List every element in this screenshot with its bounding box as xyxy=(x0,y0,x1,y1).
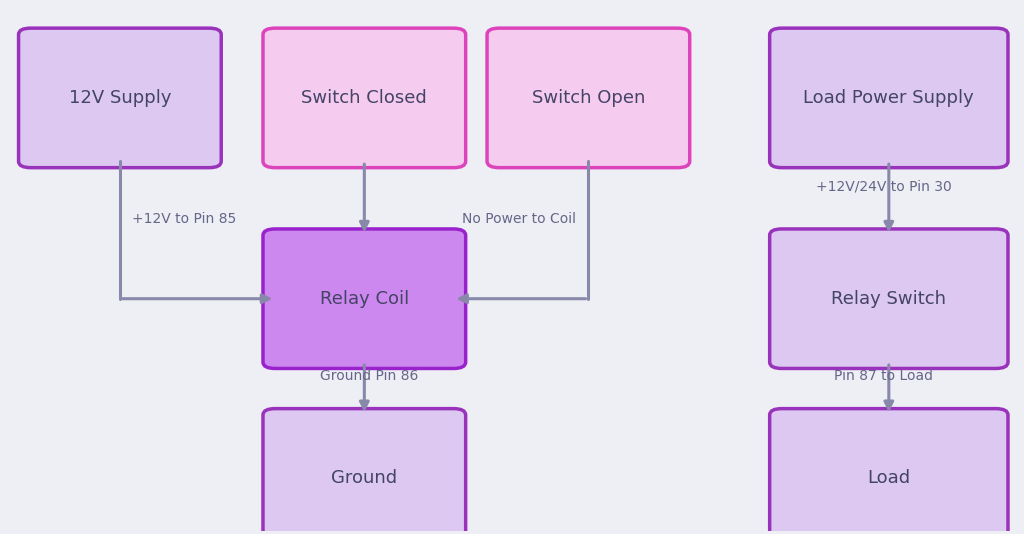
Text: +12V to Pin 85: +12V to Pin 85 xyxy=(132,213,237,226)
FancyBboxPatch shape xyxy=(263,229,466,368)
FancyBboxPatch shape xyxy=(770,28,1008,168)
Text: No Power to Coil: No Power to Coil xyxy=(462,213,577,226)
Text: Relay Coil: Relay Coil xyxy=(319,290,409,308)
Text: Relay Switch: Relay Switch xyxy=(831,290,946,308)
FancyBboxPatch shape xyxy=(18,28,221,168)
Text: Pin 87 to Load: Pin 87 to Load xyxy=(835,369,933,383)
Text: Load: Load xyxy=(867,469,910,488)
FancyBboxPatch shape xyxy=(770,229,1008,368)
Text: Load Power Supply: Load Power Supply xyxy=(804,89,974,107)
Text: Ground: Ground xyxy=(331,469,397,488)
FancyBboxPatch shape xyxy=(263,409,466,534)
Text: Switch Open: Switch Open xyxy=(531,89,645,107)
Text: Ground Pin 86: Ground Pin 86 xyxy=(321,369,419,383)
Text: Switch Closed: Switch Closed xyxy=(301,89,427,107)
FancyBboxPatch shape xyxy=(770,409,1008,534)
FancyBboxPatch shape xyxy=(487,28,690,168)
Text: 12V Supply: 12V Supply xyxy=(69,89,171,107)
FancyBboxPatch shape xyxy=(263,28,466,168)
Text: +12V/24V to Pin 30: +12V/24V to Pin 30 xyxy=(816,179,951,193)
